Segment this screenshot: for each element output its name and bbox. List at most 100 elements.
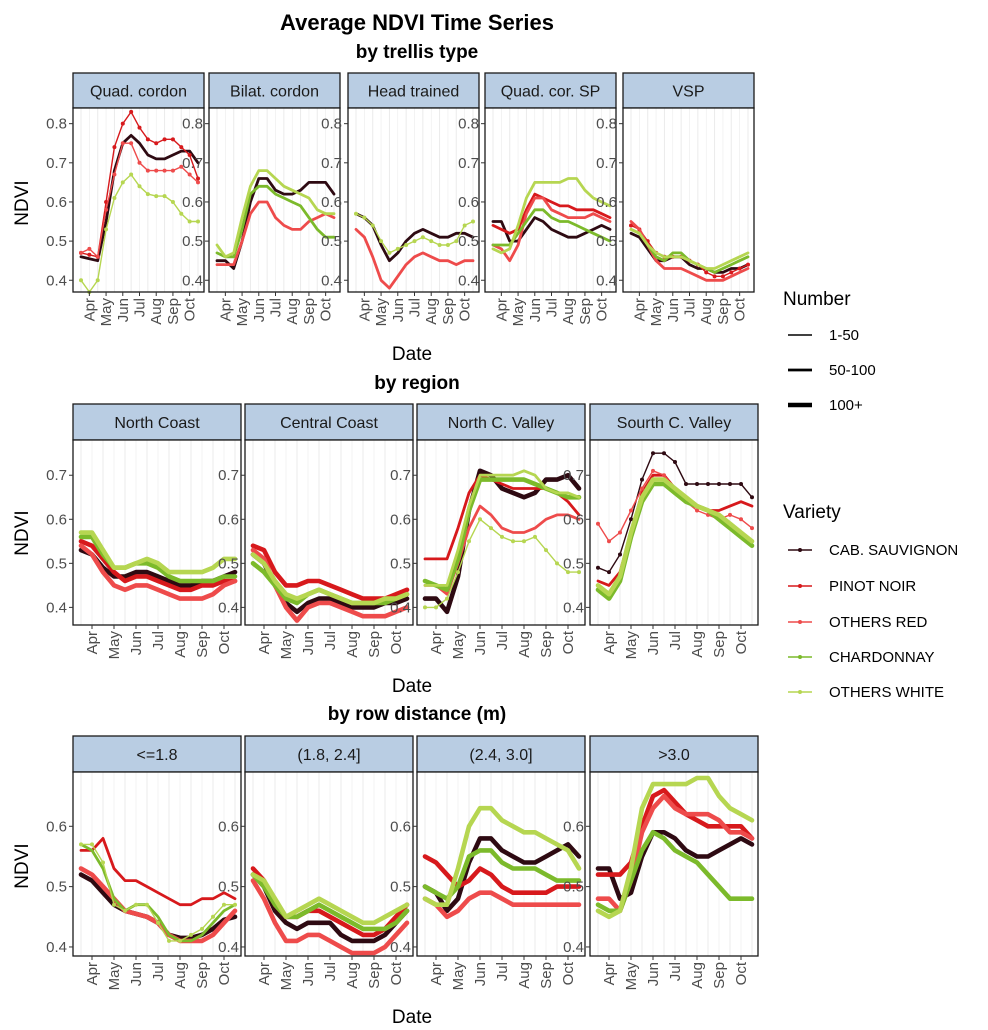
x-tick-label: Apr <box>428 631 445 654</box>
series-point-pinot-noir <box>171 137 175 141</box>
facet-strip-label: Sourth C. Valley <box>617 415 731 432</box>
series-point-others-red <box>640 486 644 490</box>
series-point-others-white <box>138 184 142 188</box>
series-point-others-red <box>163 169 167 173</box>
x-tick-label: Aug <box>172 631 189 658</box>
x-tick-label: Jun <box>128 631 145 655</box>
y-axis-title-trellis: NDVI <box>12 180 33 225</box>
section-title-row-distance: by row distance (m) <box>328 704 506 725</box>
y-tick-label: 0.4 <box>321 272 342 289</box>
series-point-others-white <box>511 539 515 543</box>
x-tick-label: Jun <box>472 631 489 655</box>
x-tick-label: Jul <box>150 962 167 981</box>
panel-background <box>73 440 241 625</box>
x-tick-label: Oct <box>594 297 611 321</box>
legend-variety-label-chardonnay: CHARDONNAY <box>829 649 935 666</box>
series-point-others-white <box>154 194 158 198</box>
y-tick-label: 0.6 <box>563 511 584 528</box>
y-tick-label: 0.4 <box>390 939 411 956</box>
legend-variety-swatch-pinot-noir <box>788 584 812 588</box>
panel-trellis-bilat-cordon: Bilat. cordon0.40.50.60.70.8Apr May Jun Jul… <box>182 73 340 326</box>
series-point-cab-sauvignon <box>728 482 732 486</box>
y-tick-label: 0.5 <box>390 555 411 572</box>
x-tick-label: Jul <box>494 962 511 981</box>
x-tick-label: Sep <box>194 631 211 658</box>
y-tick-label: 0.7 <box>596 155 617 172</box>
x-tick-label: Jun <box>665 298 682 322</box>
series-point-cab-sauvignon <box>706 482 710 486</box>
x-axis-title-row-distance: Date <box>392 1007 432 1028</box>
series-point-others-white <box>163 194 167 198</box>
series-point-others-white <box>445 597 449 601</box>
panel-row-distance-1-8: <=1.80.40.50.6Apr May Jun Jul Aug Sep Oct <box>46 736 241 990</box>
facet-strip-label: >3.0 <box>658 747 690 764</box>
series-point-pinot-noir <box>129 110 133 114</box>
series-point-others-white <box>544 548 548 552</box>
x-tick-label: Sep <box>366 631 383 658</box>
series-point-others-white <box>104 227 108 231</box>
legend-variety-label-others-white: OTHERS WHITE <box>829 684 944 701</box>
y-tick-label: 0.8 <box>321 116 342 133</box>
x-tick-label: Oct <box>733 961 750 985</box>
facet-strip-label: <=1.8 <box>137 747 178 764</box>
x-tick-label: Oct <box>733 630 750 654</box>
legend-number-label-100-plus: 100+ <box>829 397 863 414</box>
panel-region-north-c-valley: North C. Valley 0.4 0.5 0.6 0.7 Apr May Jun Jul A… <box>390 404 585 659</box>
facet-strip-label: Bilat. cordon <box>230 84 319 101</box>
x-tick-label: Aug <box>344 631 361 658</box>
series-point-cab-sauvignon <box>695 482 699 486</box>
y-tick-label: 0.5 <box>46 233 67 250</box>
series-point-pinot-noir <box>87 253 91 257</box>
series-point-others-white <box>188 220 192 224</box>
series-point-others-white <box>222 903 226 907</box>
x-tick-label: Apr <box>81 298 98 321</box>
series-point-others-red <box>188 173 192 177</box>
y-tick-label: 0.7 <box>563 467 584 484</box>
legend-variety-label-cab-sauvignon: CAB. SAUVIGNON <box>829 542 958 559</box>
series-point-others-red <box>750 526 754 530</box>
legend-variety-title: Variety <box>783 502 841 523</box>
series-point-others-red <box>112 173 116 177</box>
series-point-others-white <box>489 526 493 530</box>
x-tick-label: Apr <box>217 298 234 321</box>
y-tick-label: 0.8 <box>182 116 203 133</box>
x-tick-label: May <box>278 631 295 660</box>
x-tick-label: May <box>623 631 640 660</box>
series-point-others-white <box>423 605 427 609</box>
series-point-others-red <box>79 251 83 255</box>
series-point-others-white <box>500 535 504 539</box>
y-tick-label: 0.5 <box>218 879 239 896</box>
legend-variety-swatch-others-white <box>788 690 812 694</box>
x-tick-label: May <box>98 298 115 327</box>
x-tick-label: Apr <box>356 298 373 321</box>
x-tick-label: Jun <box>128 962 145 986</box>
x-axis-title-region: Date <box>392 676 432 697</box>
panel-region-north-coast: North Coast0.40.50.60.7Apr May Jun Jul Aug Se… <box>46 404 241 659</box>
series-point-others-red <box>171 169 175 173</box>
series-point-others-red <box>87 247 91 251</box>
series-point-pinot-noir <box>163 137 167 141</box>
series-point-others-white <box>178 939 182 943</box>
series-point-others-red <box>607 539 611 543</box>
x-axis-title-trellis: Date <box>392 344 432 365</box>
y-tick-label: 0.7 <box>46 467 67 484</box>
panel-row-distance-3-0: >3.00.40.50.6Apr May Jun Jul Aug Sep Oct <box>563 736 758 990</box>
y-tick-label: 0.5 <box>596 233 617 250</box>
x-tick-label: Jun <box>300 631 317 655</box>
legend-number-title: Number <box>783 289 851 310</box>
x-tick-label: Apr <box>493 298 510 321</box>
series-point-pinot-noir <box>721 274 725 278</box>
y-tick-label: 0.7 <box>182 155 203 172</box>
facet-panels: Quad. cordon0.40.50.60.70.8Apr May Jun Jul A… <box>46 73 758 990</box>
x-tick-label: Aug <box>689 962 706 989</box>
y-tick-label: 0.8 <box>458 116 479 133</box>
series-point-others-white <box>438 243 442 247</box>
x-tick-label: Jul <box>132 298 149 317</box>
x-tick-label: Aug <box>516 962 533 989</box>
y-tick-label: 0.5 <box>321 233 342 250</box>
panel-region-sourth-c-valley: Sourth C. Valley0.40.50.60.7Apr May Jun Jul… <box>563 404 758 659</box>
y-tick-label: 0.6 <box>218 818 239 835</box>
x-tick-label: Oct <box>457 297 474 321</box>
legend-variety-label-pinot-noir: PINOT NOIR <box>829 578 916 595</box>
series-point-others-red <box>196 180 200 184</box>
